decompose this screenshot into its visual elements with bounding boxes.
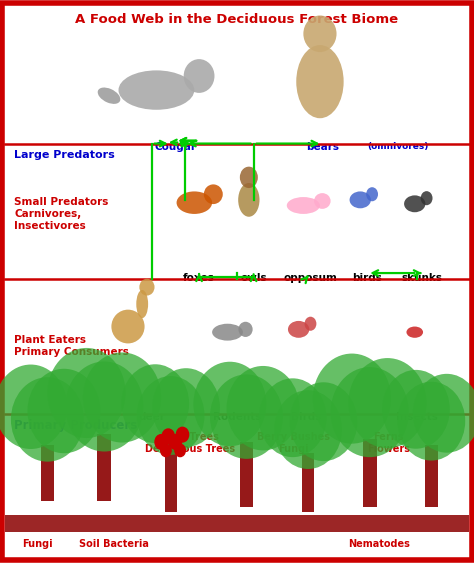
Ellipse shape — [47, 348, 126, 438]
Ellipse shape — [121, 364, 189, 443]
Text: Small Predators
Carnivores,
Insectivores: Small Predators Carnivores, Insectivores — [14, 198, 109, 230]
Ellipse shape — [212, 324, 243, 341]
Bar — [363, 439, 377, 507]
Ellipse shape — [137, 376, 205, 455]
Ellipse shape — [349, 191, 371, 208]
Ellipse shape — [227, 366, 300, 450]
Text: Cougar: Cougar — [155, 142, 196, 152]
Ellipse shape — [98, 87, 120, 104]
Circle shape — [169, 435, 182, 449]
Ellipse shape — [238, 183, 260, 217]
Text: (omnivores): (omnivores) — [367, 142, 429, 151]
Circle shape — [162, 429, 174, 444]
Ellipse shape — [296, 45, 344, 118]
Ellipse shape — [240, 167, 258, 188]
Circle shape — [161, 444, 171, 457]
Text: Birds: Birds — [291, 412, 321, 422]
Text: Soil Bacteria: Soil Bacteria — [79, 539, 149, 549]
Ellipse shape — [11, 377, 84, 462]
Text: Berry Bushes
Fungi: Berry Bushes Fungi — [257, 432, 330, 454]
Ellipse shape — [238, 322, 253, 337]
Text: owls: owls — [240, 273, 267, 283]
Ellipse shape — [420, 191, 432, 205]
Text: Fruit Trees
Deciduous Trees: Fruit Trees Deciduous Trees — [145, 432, 235, 454]
Ellipse shape — [404, 195, 426, 212]
Ellipse shape — [183, 59, 214, 93]
Text: Plant Eaters
Primary Consumers: Plant Eaters Primary Consumers — [14, 336, 129, 357]
Bar — [97, 434, 111, 501]
Ellipse shape — [288, 321, 309, 338]
Ellipse shape — [290, 382, 357, 461]
Ellipse shape — [287, 197, 320, 214]
Ellipse shape — [176, 191, 212, 214]
Bar — [240, 442, 253, 507]
Text: Primary Producers: Primary Producers — [14, 418, 137, 432]
Circle shape — [155, 435, 167, 449]
Ellipse shape — [303, 16, 337, 52]
Ellipse shape — [139, 279, 155, 296]
Ellipse shape — [65, 361, 143, 452]
Text: Ferns
Flowers: Ferns Flowers — [367, 432, 410, 454]
Ellipse shape — [111, 310, 145, 343]
Ellipse shape — [331, 367, 409, 457]
Ellipse shape — [313, 354, 391, 444]
Text: Fungi: Fungi — [23, 539, 53, 549]
Bar — [5, 515, 469, 532]
Ellipse shape — [397, 382, 465, 461]
Ellipse shape — [274, 390, 342, 469]
Text: birds: birds — [352, 273, 383, 283]
Text: foxes: foxes — [183, 273, 215, 283]
Bar — [302, 453, 314, 512]
Ellipse shape — [314, 193, 331, 209]
Text: Rodents: Rodents — [213, 412, 261, 422]
Ellipse shape — [382, 370, 450, 449]
Ellipse shape — [413, 374, 474, 453]
Bar — [5, 419, 469, 540]
Ellipse shape — [406, 327, 423, 338]
Text: Insects: Insects — [396, 412, 438, 422]
Circle shape — [176, 427, 189, 442]
Ellipse shape — [152, 368, 220, 447]
Ellipse shape — [348, 358, 427, 448]
Text: A Food Web in the Deciduous Forest Biome: A Food Web in the Deciduous Forest Biome — [75, 13, 399, 26]
Text: Nematodes: Nematodes — [348, 539, 410, 549]
Ellipse shape — [259, 378, 327, 457]
Bar — [41, 445, 54, 501]
Ellipse shape — [118, 70, 194, 110]
Bar — [164, 439, 176, 512]
Ellipse shape — [304, 316, 317, 330]
Ellipse shape — [366, 187, 378, 201]
Ellipse shape — [193, 361, 266, 446]
Text: Large Predators: Large Predators — [14, 150, 115, 160]
Text: bears: bears — [306, 142, 339, 152]
Text: skunks: skunks — [401, 273, 442, 283]
Ellipse shape — [210, 374, 283, 459]
Ellipse shape — [0, 365, 67, 449]
Ellipse shape — [83, 352, 161, 443]
Text: deer: deer — [138, 412, 165, 422]
Ellipse shape — [27, 369, 100, 453]
Text: opposum: opposum — [283, 273, 337, 283]
Bar — [425, 445, 438, 507]
Circle shape — [175, 444, 185, 457]
Ellipse shape — [204, 184, 223, 204]
Ellipse shape — [137, 290, 148, 318]
